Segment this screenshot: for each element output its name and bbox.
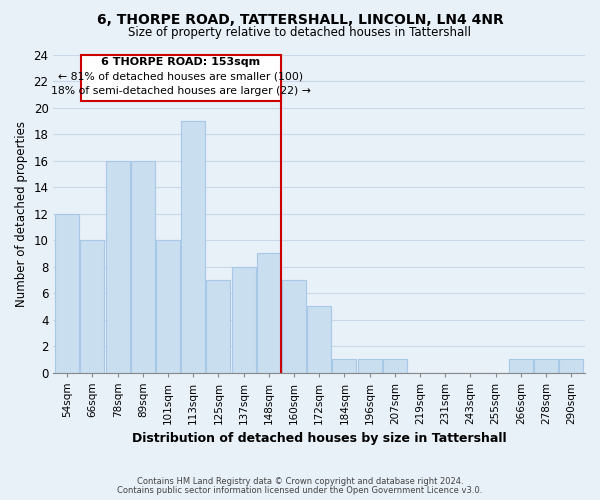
Text: ← 81% of detached houses are smaller (100): ← 81% of detached houses are smaller (10… — [58, 72, 304, 82]
Bar — [358, 360, 382, 372]
Bar — [106, 161, 130, 372]
Bar — [232, 266, 256, 372]
Text: 6, THORPE ROAD, TATTERSHALL, LINCOLN, LN4 4NR: 6, THORPE ROAD, TATTERSHALL, LINCOLN, LN… — [97, 12, 503, 26]
Bar — [181, 121, 205, 372]
Text: 18% of semi-detached houses are larger (22) →: 18% of semi-detached houses are larger (… — [51, 86, 311, 96]
Text: 6 THORPE ROAD: 153sqm: 6 THORPE ROAD: 153sqm — [101, 57, 260, 67]
Bar — [55, 214, 79, 372]
Bar — [534, 360, 558, 372]
Bar — [257, 254, 281, 372]
Bar — [206, 280, 230, 372]
Bar — [282, 280, 306, 372]
X-axis label: Distribution of detached houses by size in Tattershall: Distribution of detached houses by size … — [132, 432, 506, 445]
Bar — [80, 240, 104, 372]
Bar — [509, 360, 533, 372]
FancyBboxPatch shape — [81, 55, 281, 102]
Bar — [307, 306, 331, 372]
Text: Contains public sector information licensed under the Open Government Licence v3: Contains public sector information licen… — [118, 486, 482, 495]
Bar — [131, 161, 155, 372]
Bar — [156, 240, 180, 372]
Text: Size of property relative to detached houses in Tattershall: Size of property relative to detached ho… — [128, 26, 472, 39]
Bar — [559, 360, 583, 372]
Text: Contains HM Land Registry data © Crown copyright and database right 2024.: Contains HM Land Registry data © Crown c… — [137, 477, 463, 486]
Bar — [383, 360, 407, 372]
Y-axis label: Number of detached properties: Number of detached properties — [15, 121, 28, 307]
Bar — [332, 360, 356, 372]
